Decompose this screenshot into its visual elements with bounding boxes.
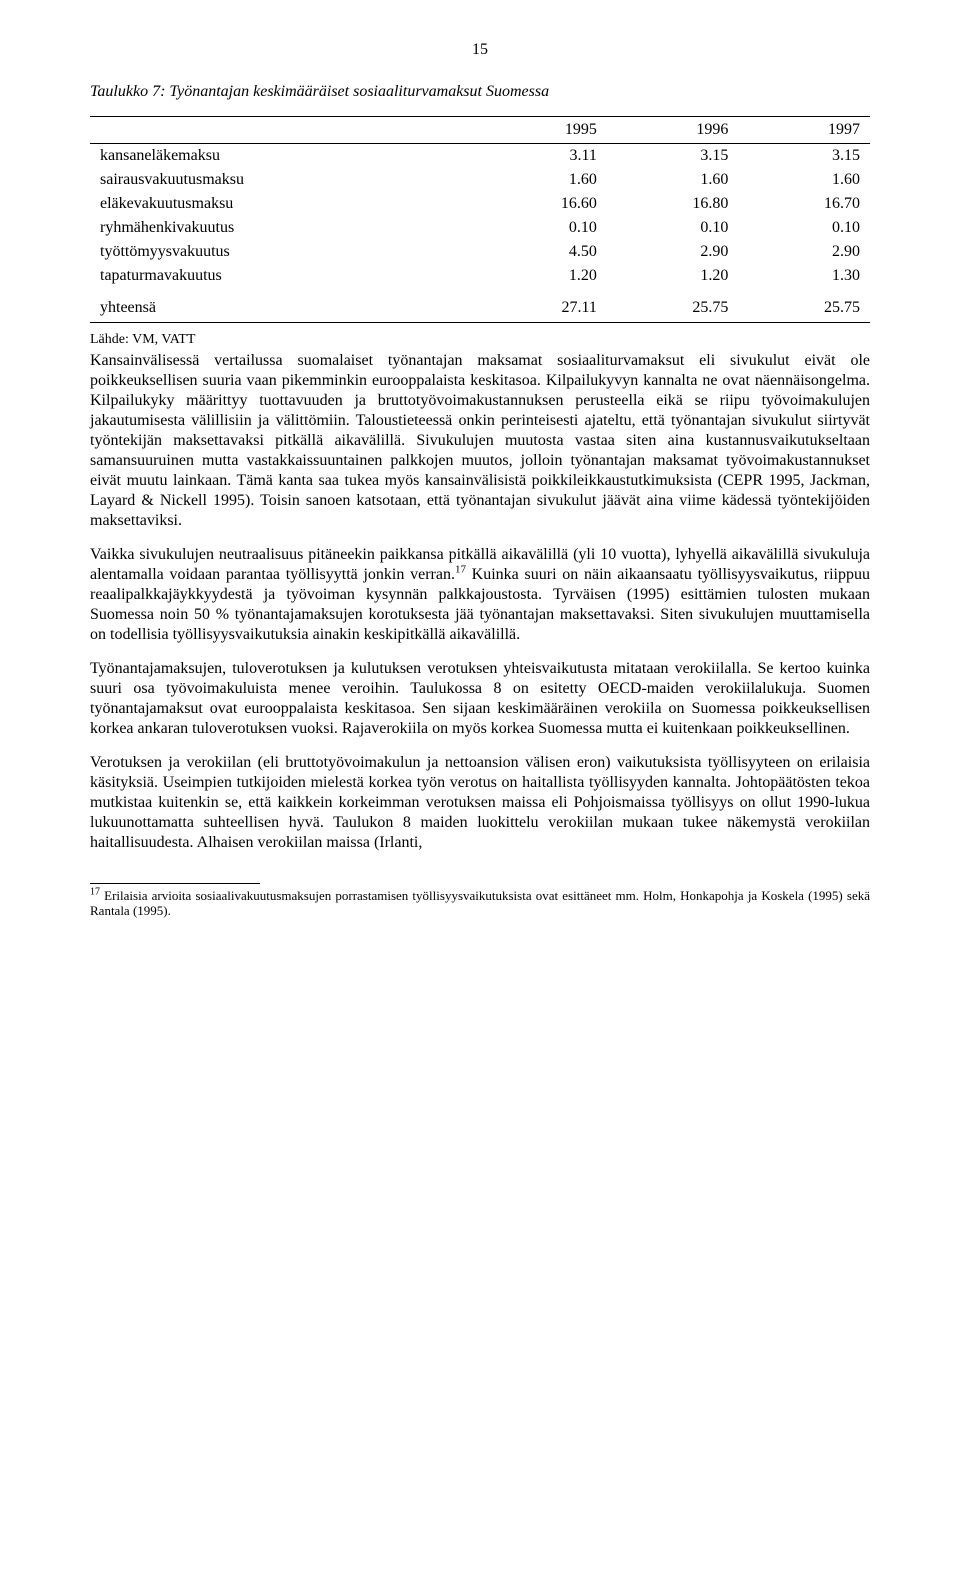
table-total-row: yhteensä 27.11 25.75 25.75 [90, 288, 870, 323]
cell: 1.30 [738, 264, 870, 288]
cell: 4.50 [475, 240, 607, 264]
caption-title: Työnantajan keskimääräiset sosiaaliturva… [169, 83, 549, 100]
cell: 3.11 [475, 144, 607, 169]
cell: 0.10 [738, 216, 870, 240]
paragraph: Verotuksen ja verokiilan (eli bruttotyöv… [90, 753, 870, 853]
footnote-text: Erilaisia arvioita sosiaalivakuutusmaksu… [90, 888, 870, 919]
paragraph: Työnantajamaksujen, tuloverotuksen ja ku… [90, 659, 870, 739]
table-source: Lähde: VM, VATT [90, 331, 870, 349]
cell: 16.60 [475, 192, 607, 216]
cell: 1.60 [607, 168, 739, 192]
caption-prefix: Taulukko 7: [90, 83, 165, 100]
cell: 1.20 [475, 264, 607, 288]
footnote-separator [90, 883, 260, 884]
row-label: yhteensä [90, 288, 475, 323]
cell: 2.90 [738, 240, 870, 264]
row-label: tapaturmavakuutus [90, 264, 475, 288]
table-row: sairausvakuutusmaksu 1.60 1.60 1.60 [90, 168, 870, 192]
data-table: 1995 1996 1997 kansaneläkemaksu 3.11 3.1… [90, 116, 870, 323]
table-row: tapaturmavakuutus 1.20 1.20 1.30 [90, 264, 870, 288]
cell: 1.60 [738, 168, 870, 192]
paragraph: Kansainvälisessä vertailussa suomalaiset… [90, 351, 870, 531]
table-header-row: 1995 1996 1997 [90, 117, 870, 144]
cell: 27.11 [475, 288, 607, 323]
col-header: 1995 [475, 117, 607, 144]
cell: 2.90 [607, 240, 739, 264]
cell: 3.15 [607, 144, 739, 169]
row-label: kansaneläkemaksu [90, 144, 475, 169]
paragraph: Vaikka sivukulujen neutraalisuus pitänee… [90, 545, 870, 645]
table-row: kansaneläkemaksu 3.11 3.15 3.15 [90, 144, 870, 169]
footnote-number: 17 [90, 886, 100, 897]
table-row: eläkevakuutusmaksu 16.60 16.80 16.70 [90, 192, 870, 216]
table-caption: Taulukko 7: Työnantajan keskimääräiset s… [90, 82, 870, 102]
row-label: sairausvakuutusmaksu [90, 168, 475, 192]
cell: 25.75 [607, 288, 739, 323]
col-header: 1997 [738, 117, 870, 144]
col-header: 1996 [607, 117, 739, 144]
table-row: ryhmähenkivakuutus 0.10 0.10 0.10 [90, 216, 870, 240]
cell: 3.15 [738, 144, 870, 169]
row-label: eläkevakuutusmaksu [90, 192, 475, 216]
cell: 1.20 [607, 264, 739, 288]
footnote: 17 Erilaisia arvioita sosiaalivakuutusma… [90, 888, 870, 919]
col-header [90, 117, 475, 144]
row-label: ryhmähenkivakuutus [90, 216, 475, 240]
page-number: 15 [90, 40, 870, 60]
cell: 0.10 [607, 216, 739, 240]
footnote-marker: 17 [455, 563, 466, 575]
row-label: työttömyysvakuutus [90, 240, 475, 264]
cell: 16.80 [607, 192, 739, 216]
cell: 1.60 [475, 168, 607, 192]
cell: 16.70 [738, 192, 870, 216]
cell: 0.10 [475, 216, 607, 240]
table-row: työttömyysvakuutus 4.50 2.90 2.90 [90, 240, 870, 264]
cell: 25.75 [738, 288, 870, 323]
